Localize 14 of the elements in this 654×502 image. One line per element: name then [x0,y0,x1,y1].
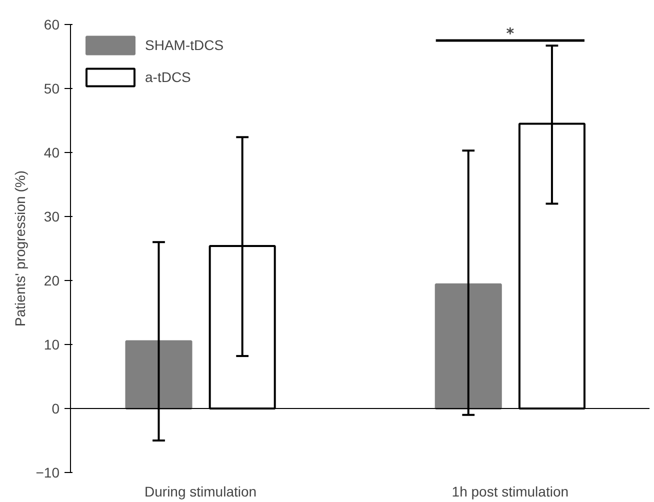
y-axis-title: Patients' progression (%) [12,170,28,326]
x-tick-label: During stimulation [144,484,257,500]
y-tick-label: 30 [44,208,60,224]
annotation: * [506,24,514,42]
y-tick-label: 10 [44,336,60,352]
x-tick-label: 1h post stimulation [452,484,569,500]
y-tick-label: 20 [44,272,60,288]
y-tick-label: 50 [44,80,60,96]
y-tick-label: −10 [36,464,60,480]
legend-label: SHAM-tDCS [145,37,224,53]
y-tick-label: 0 [52,400,60,416]
legend-label: a-tDCS [145,69,191,85]
y-tick-label: 60 [44,16,60,32]
y-tick-label: 40 [44,144,60,160]
